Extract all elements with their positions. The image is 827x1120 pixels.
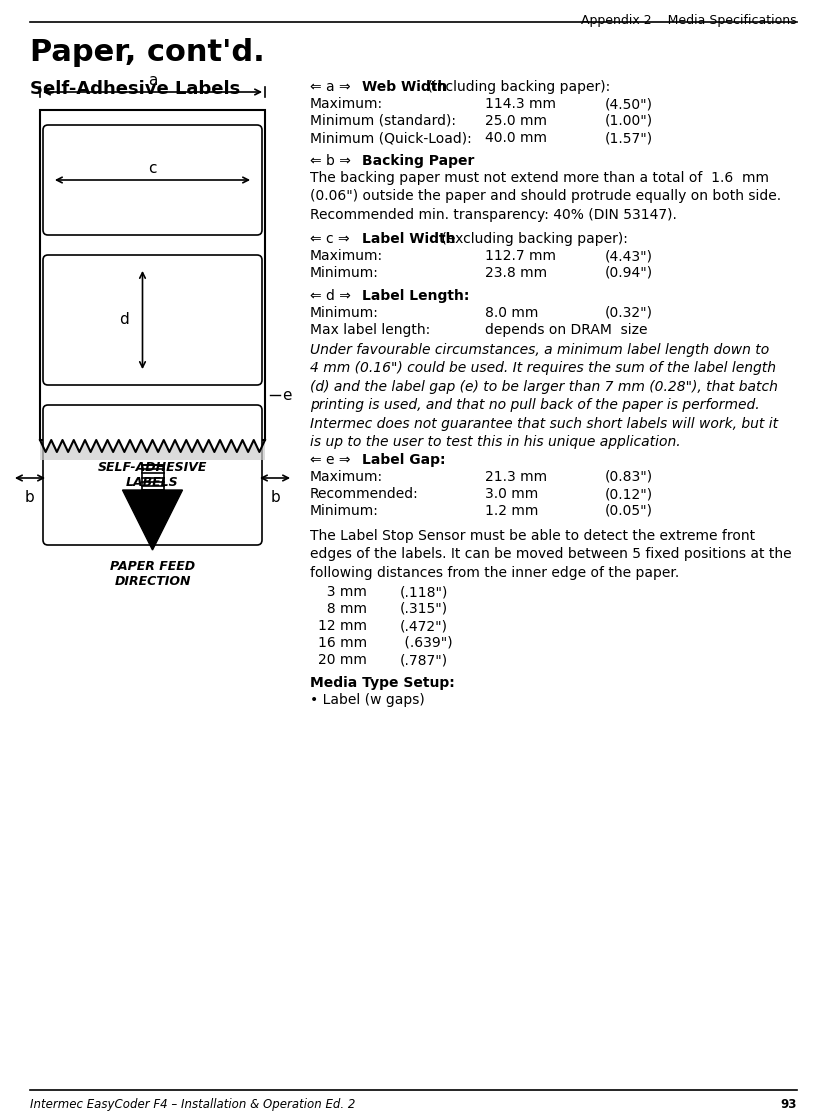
Text: 1.2 mm: 1.2 mm [485, 504, 538, 517]
Text: (1.57"): (1.57") [605, 131, 653, 144]
Text: 20 mm: 20 mm [318, 653, 367, 668]
Text: e: e [282, 388, 291, 402]
Text: 114.3 mm: 114.3 mm [485, 97, 556, 111]
Text: (4.43"): (4.43") [605, 249, 653, 263]
Text: 8.0 mm: 8.0 mm [485, 306, 538, 320]
Text: (.639"): (.639") [400, 636, 452, 650]
Text: depends on DRAM  size: depends on DRAM size [485, 323, 648, 337]
FancyBboxPatch shape [43, 255, 262, 385]
Text: Label Length:: Label Length: [362, 289, 470, 304]
FancyBboxPatch shape [43, 405, 262, 545]
Text: 25.0 mm: 25.0 mm [485, 114, 547, 128]
Text: a: a [148, 73, 157, 88]
Text: Under favourable circumstances, a minimum label length down to
4 mm (0.16") coul: Under favourable circumstances, a minimu… [310, 343, 778, 449]
Text: (.787"): (.787") [400, 653, 448, 668]
Text: Minimum:: Minimum: [310, 504, 379, 517]
Text: (.472"): (.472") [400, 619, 448, 633]
Text: 23.8 mm: 23.8 mm [485, 267, 547, 280]
Text: Appendix 2    Media Specifications: Appendix 2 Media Specifications [581, 15, 797, 27]
Text: 3 mm: 3 mm [318, 585, 367, 599]
Text: 93: 93 [781, 1098, 797, 1111]
Polygon shape [122, 491, 183, 550]
Text: (including backing paper):: (including backing paper): [423, 80, 610, 94]
Text: ⇐ e ⇒: ⇐ e ⇒ [310, 452, 364, 467]
Text: (0.94"): (0.94") [605, 267, 653, 280]
Text: ⇐ b ⇒: ⇐ b ⇒ [310, 155, 364, 168]
Text: b: b [270, 491, 280, 505]
Text: • Label (w gaps): • Label (w gaps) [310, 693, 425, 707]
Text: Paper, cont'd.: Paper, cont'd. [30, 38, 265, 67]
Text: Label Width: Label Width [362, 232, 456, 246]
Text: Web Width: Web Width [362, 80, 447, 94]
Text: The Label Stop Sensor must be able to detect the extreme front
edges of the labe: The Label Stop Sensor must be able to de… [310, 529, 791, 580]
Text: Minimum:: Minimum: [310, 306, 379, 320]
Text: 16 mm: 16 mm [318, 636, 367, 650]
Text: (.118"): (.118") [400, 585, 448, 599]
Text: 40.0 mm: 40.0 mm [485, 131, 547, 144]
Text: Self-Adhesive Labels: Self-Adhesive Labels [30, 80, 241, 99]
Bar [40, 110, 265, 440]
Text: 21.3 mm: 21.3 mm [485, 470, 547, 484]
Text: Backing Paper: Backing Paper [362, 155, 475, 168]
Text: 8 mm: 8 mm [318, 603, 367, 616]
Text: (.315"): (.315") [400, 603, 448, 616]
Text: d: d [119, 312, 128, 327]
Text: PAPER FEED
DIRECTION: PAPER FEED DIRECTION [110, 560, 195, 588]
Text: 3.0 mm: 3.0 mm [485, 487, 538, 501]
Text: Minimum (Quick-Load):: Minimum (Quick-Load): [310, 131, 471, 144]
Bar [141, 465, 164, 491]
Text: (0.83"): (0.83") [605, 470, 653, 484]
Text: (excluding backing paper):: (excluding backing paper): [437, 232, 628, 246]
Text: The backing paper must not extend more than a total of  1.6  mm
(0.06") outside : The backing paper must not extend more t… [310, 171, 782, 222]
Text: SELF-ADHESIVE
LABELS: SELF-ADHESIVE LABELS [98, 461, 208, 489]
Text: 12 mm: 12 mm [318, 619, 367, 633]
Text: (0.05"): (0.05") [605, 504, 653, 517]
Text: (4.50"): (4.50") [605, 97, 653, 111]
Text: Maximum:: Maximum: [310, 470, 383, 484]
Text: ⇐ c ⇒: ⇐ c ⇒ [310, 232, 363, 246]
Text: (1.00"): (1.00") [605, 114, 653, 128]
Polygon shape [40, 440, 265, 460]
Text: Minimum:: Minimum: [310, 267, 379, 280]
Text: 112.7 mm: 112.7 mm [485, 249, 556, 263]
FancyBboxPatch shape [43, 125, 262, 235]
Text: ⇐ a ⇒: ⇐ a ⇒ [310, 80, 364, 94]
Text: Intermec EasyCoder F4 – Installation & Operation Ed. 2: Intermec EasyCoder F4 – Installation & O… [30, 1098, 356, 1111]
Text: Media Type Setup:: Media Type Setup: [310, 676, 455, 690]
Text: Minimum (standard):: Minimum (standard): [310, 114, 456, 128]
Text: (0.12"): (0.12") [605, 487, 653, 501]
Text: Max label length:: Max label length: [310, 323, 430, 337]
Text: Label Gap:: Label Gap: [362, 452, 446, 467]
Text: Recommended:: Recommended: [310, 487, 418, 501]
Text: ⇐ d ⇒: ⇐ d ⇒ [310, 289, 364, 304]
Text: b: b [25, 491, 35, 505]
Text: Maximum:: Maximum: [310, 249, 383, 263]
Text: Maximum:: Maximum: [310, 97, 383, 111]
Text: (0.32"): (0.32") [605, 306, 653, 320]
Text: c: c [148, 161, 157, 176]
